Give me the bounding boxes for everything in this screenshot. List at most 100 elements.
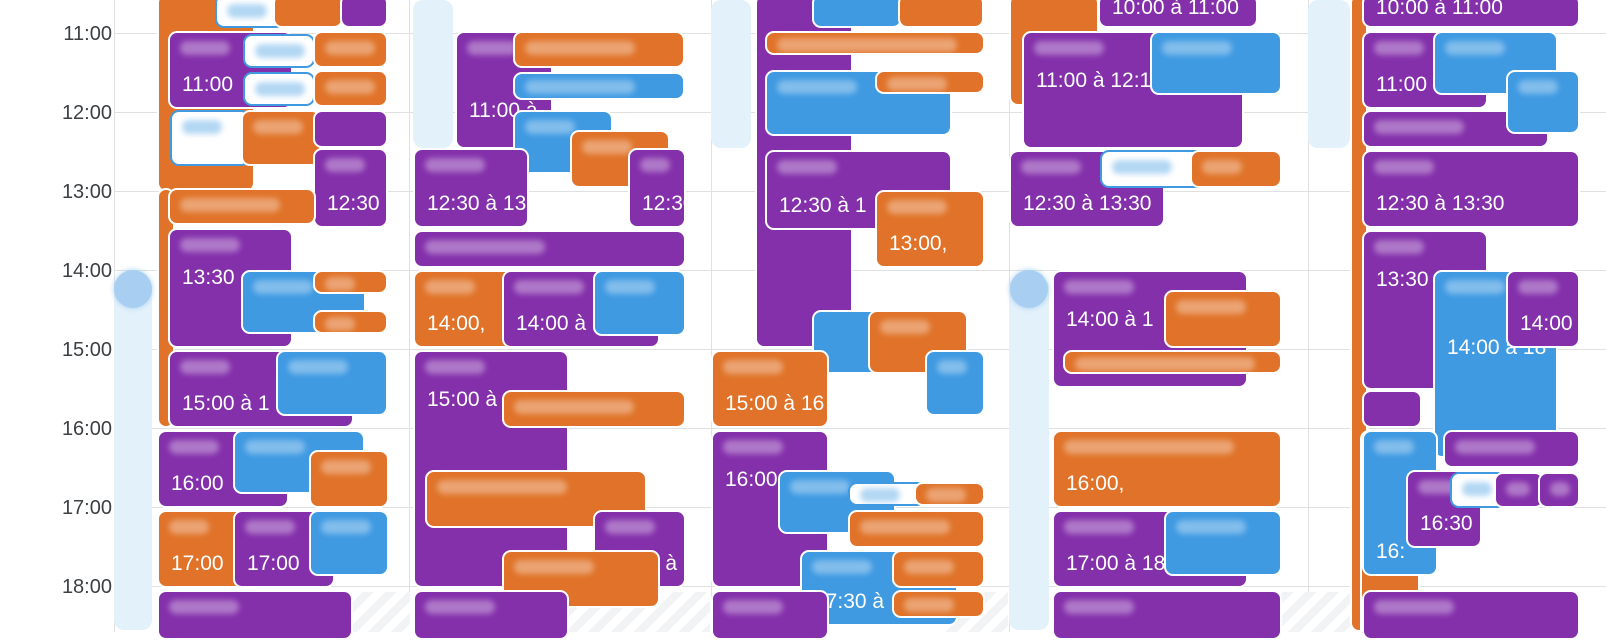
calendar-event[interactable]: 10:00 à 11:00 (1362, 0, 1580, 28)
calendar-event[interactable] (313, 310, 388, 334)
calendar-event[interactable] (309, 510, 389, 576)
calendar-event[interactable] (157, 590, 353, 640)
calendar-event[interactable] (313, 70, 388, 107)
calendar-event[interactable] (273, 0, 343, 28)
calendar-event[interactable]: 15:00 à (413, 350, 569, 588)
calendar-event[interactable] (340, 0, 388, 28)
calendar-event[interactable]: 10:00 à 11:00 (1098, 0, 1258, 28)
calendar-event[interactable] (778, 470, 896, 534)
availability-strip[interactable] (114, 278, 152, 630)
calendar-event[interactable] (1538, 472, 1580, 508)
calendar-event[interactable] (765, 70, 952, 136)
availability-strip[interactable] (1308, 0, 1350, 148)
calendar-event[interactable] (241, 110, 321, 166)
calendar-event[interactable]: 14:00 à 18 (1433, 270, 1558, 458)
event-time-label: 13:30 (1376, 268, 1429, 291)
hour-label: 17:00 (61, 497, 112, 519)
calendar-event[interactable] (1190, 150, 1282, 188)
calendar-event[interactable] (313, 110, 388, 148)
calendar-event[interactable] (848, 482, 926, 506)
event-time-label: 13:30 (182, 266, 235, 289)
calendar-event[interactable] (1362, 390, 1422, 428)
calendar-event[interactable] (1362, 590, 1580, 640)
calendar-event[interactable] (593, 270, 686, 336)
calendar-event[interactable]: 16: (1362, 430, 1438, 576)
calendar-event[interactable] (1506, 70, 1580, 134)
current-time-dot (1010, 270, 1048, 308)
availability-strip[interactable] (711, 0, 751, 148)
calendar-event[interactable]: 14:00 (1506, 270, 1580, 348)
calendar-event[interactable] (170, 110, 250, 166)
event-time-label: 10:00 à 11:00 (1376, 0, 1503, 19)
calendar-event[interactable] (313, 270, 388, 294)
event-time-label: 13:00, (889, 232, 948, 255)
calendar-event[interactable]: 12:30 à 13 (413, 148, 529, 228)
hour-label: 18:00 (61, 576, 112, 598)
calendar-event[interactable] (168, 188, 316, 225)
calendar-event[interactable] (513, 72, 685, 100)
calendar-event[interactable] (875, 70, 985, 94)
calendar-event[interactable] (513, 31, 685, 68)
calendar-event[interactable] (413, 230, 686, 268)
event-time-label: 14:00 (1520, 312, 1573, 335)
calendar-event[interactable] (1052, 590, 1282, 640)
event-time-label: 12:30 à 1 (779, 194, 867, 217)
calendar-event[interactable] (1494, 472, 1544, 508)
event-time-label: 16:00 (171, 472, 224, 495)
calendar-event[interactable] (1164, 510, 1282, 576)
calendar-event[interactable] (1443, 430, 1580, 468)
event-time-label: 12:30 à 13 (427, 192, 527, 215)
day-divider (711, 0, 712, 632)
calendar-event[interactable]: 11:00 à 12:1 (1022, 31, 1244, 149)
calendar-event[interactable]: 16:30 (1406, 470, 1482, 548)
event-time-label: 16:00 (725, 468, 778, 491)
event-time-label: 15:00 à 16 (725, 392, 825, 415)
calendar-event[interactable] (502, 390, 686, 428)
event-time-label: 16:00, (1066, 472, 1125, 495)
calendar-event[interactable] (413, 590, 569, 640)
current-time-dot (114, 270, 152, 308)
event-time-label: 17:00 (171, 552, 224, 575)
event-time-label: 17:00 (247, 552, 300, 575)
hour-gridline (114, 270, 1606, 271)
event-time-label: 16: (1376, 540, 1406, 563)
calendar-event[interactable] (892, 590, 985, 618)
availability-strip[interactable] (1009, 278, 1049, 630)
calendar-event[interactable] (925, 350, 985, 416)
event-time-label: 11:00 (1376, 73, 1427, 96)
hour-label: 14:00 (61, 260, 112, 282)
calendar-event[interactable] (313, 31, 388, 68)
calendar-event[interactable] (765, 31, 985, 55)
event-time-label: 12:30 à 13:30 (1376, 192, 1505, 215)
calendar-event[interactable] (243, 34, 315, 68)
calendar-event[interactable] (309, 450, 389, 508)
calendar-event[interactable] (848, 510, 985, 548)
calendar-event[interactable]: 12:30 (313, 148, 388, 228)
event-time-label: 10:00 à 11:00 (1112, 0, 1239, 19)
calendar-event[interactable]: 16:00, (1052, 430, 1282, 508)
hour-label: 15:00 (61, 339, 112, 361)
calendar-event[interactable]: 15:00 à 16 (711, 350, 829, 428)
calendar-event[interactable] (1150, 31, 1282, 95)
calendar-event[interactable] (276, 350, 388, 416)
hour-label: 11:00 (63, 23, 112, 45)
event-time-label: 12:30 (642, 192, 684, 215)
calendar-event[interactable] (898, 0, 984, 28)
calendar-event[interactable] (711, 590, 829, 640)
calendar-event[interactable] (233, 430, 365, 494)
calendar-event[interactable]: 12:30 (628, 148, 686, 228)
calendar-event[interactable] (1164, 290, 1282, 348)
day-divider (409, 0, 410, 632)
event-time-label: 11:00 à 12:1 (1036, 69, 1152, 92)
calendar-event[interactable] (812, 0, 902, 28)
calendar-event[interactable] (1063, 350, 1282, 374)
calendar-event[interactable]: 12:30 à 13:30 (1362, 150, 1580, 228)
time-gutter: 11:00 12:00 13:00 14:00 15:00 16:00 17:0… (0, 0, 112, 632)
calendar-event[interactable] (914, 482, 985, 506)
availability-strip[interactable] (413, 0, 453, 148)
calendar-event[interactable] (243, 72, 315, 106)
event-time-label: 14:00, (427, 312, 486, 335)
hour-label: 13:00 (61, 181, 112, 203)
calendar-event[interactable] (892, 550, 985, 588)
calendar-event[interactable]: 13:00, (875, 190, 985, 268)
